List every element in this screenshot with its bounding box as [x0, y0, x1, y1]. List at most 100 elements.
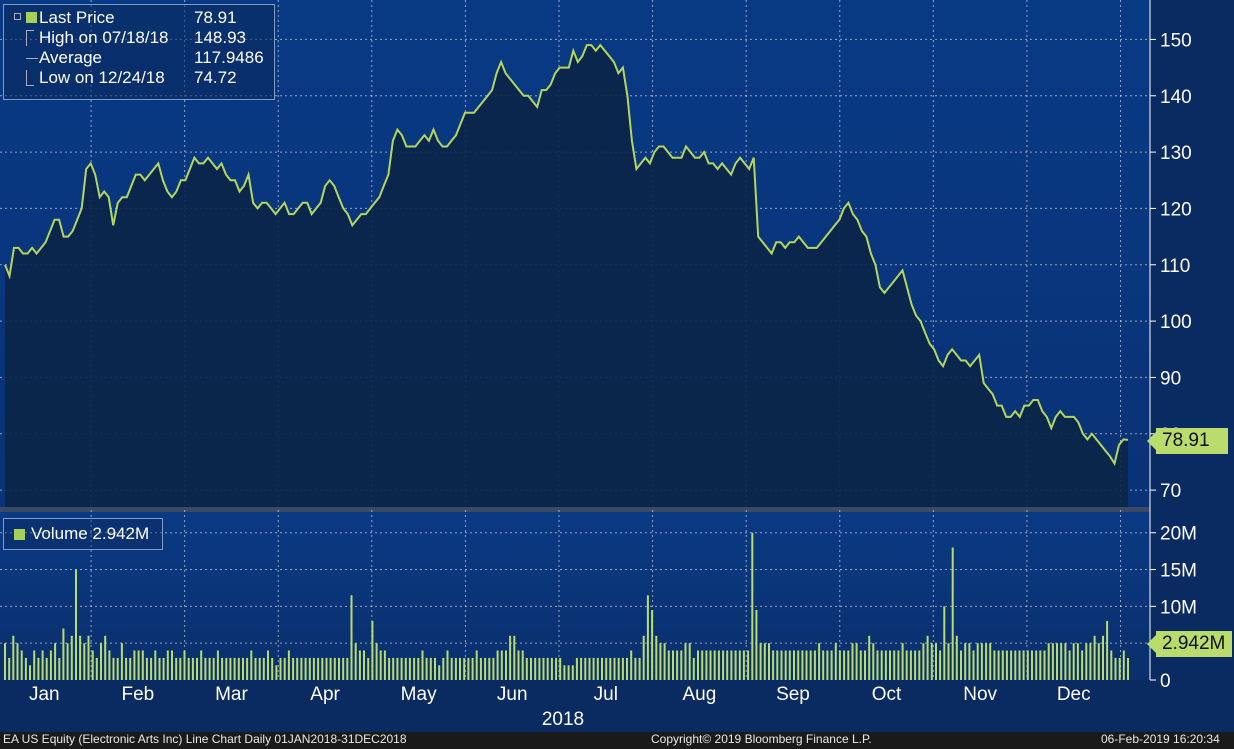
volume-bar — [1085, 643, 1088, 680]
volume-bar — [8, 657, 11, 680]
y-tick-label: 120 — [1160, 199, 1192, 220]
volume-bar — [964, 643, 967, 680]
volume-bar — [555, 657, 558, 680]
volume-bar — [254, 657, 257, 680]
volume-bar — [747, 650, 750, 680]
collapse-icon[interactable] — [14, 13, 21, 20]
volume-bar — [329, 657, 332, 680]
volume-bar — [972, 650, 975, 680]
volume-bar — [1093, 635, 1096, 680]
volume-bar — [346, 657, 349, 680]
volume-bar — [947, 643, 950, 680]
volume-bar — [208, 657, 211, 680]
last-price-tag: 78.91 — [1147, 428, 1228, 454]
volume-bar — [62, 628, 65, 680]
volume-bar — [897, 650, 900, 680]
high-label: High on 07/18/18 — [39, 28, 169, 47]
volume-bar — [29, 665, 31, 680]
volume-bar — [396, 657, 399, 680]
volume-bar — [901, 643, 904, 680]
volume-bar — [150, 657, 153, 680]
volume-bar — [87, 635, 90, 680]
volume-bar — [133, 650, 136, 680]
volume-bar — [171, 650, 173, 680]
volume-bar — [1097, 643, 1100, 680]
volume-bar — [54, 643, 57, 680]
volume-bar — [100, 643, 102, 680]
volume-bar — [237, 657, 240, 680]
legend-square-icon — [26, 12, 37, 23]
volume-bar — [325, 657, 328, 680]
volume-bar — [79, 635, 82, 680]
volume-bar — [505, 650, 507, 680]
x-tick-label: Oct — [872, 684, 902, 705]
volume-bar — [20, 650, 23, 680]
volume-bar — [672, 650, 674, 680]
volume-bar — [242, 657, 244, 680]
volume-bar — [262, 657, 265, 680]
volume-bar — [530, 657, 532, 680]
volume-tick-label: 10M — [1160, 597, 1197, 618]
volume-bar — [166, 650, 169, 680]
volume-bar — [630, 650, 633, 680]
volume-bar — [229, 657, 232, 680]
volume-bar — [471, 657, 474, 680]
volume-bar — [751, 532, 754, 680]
volume-bar — [713, 650, 716, 680]
volume-tick-label: 15M — [1160, 561, 1197, 582]
volume-bar — [1047, 643, 1050, 680]
volume-bar — [24, 657, 27, 680]
volume-bar — [1118, 657, 1121, 680]
bottom-axis-bg — [0, 680, 1234, 732]
volume-bar — [175, 657, 178, 680]
volume-bar — [1010, 650, 1013, 680]
last-price-value: 78.91 — [194, 8, 237, 27]
volume-bar — [342, 657, 345, 680]
volume-bar — [701, 650, 704, 680]
volume-bar — [191, 657, 194, 680]
high-value: 148.93 — [194, 28, 246, 47]
volume-bar — [33, 650, 36, 680]
volume-bar — [1102, 635, 1104, 680]
volume-bar — [225, 657, 228, 680]
volume-bar — [66, 643, 69, 680]
volume-legend: Volume 2.942M — [3, 518, 163, 550]
volume-bar — [638, 657, 641, 680]
volume-bar — [187, 657, 190, 680]
volume-bar — [667, 650, 670, 680]
volume-bar — [914, 650, 917, 680]
volume-bar — [417, 657, 420, 680]
volume-bar — [12, 635, 15, 680]
volume-bar — [772, 650, 775, 680]
volume-bar — [58, 657, 61, 680]
volume-bar — [216, 650, 219, 680]
volume-bar — [308, 657, 311, 680]
volume-bar — [563, 665, 566, 680]
volume-bar — [884, 650, 887, 680]
volume-bar — [918, 650, 921, 680]
volume-bar — [479, 657, 482, 680]
volume-bar — [116, 657, 119, 680]
volume-bar — [993, 650, 996, 680]
volume-bar — [354, 643, 357, 680]
volume-bar — [250, 650, 253, 680]
volume-bar — [317, 657, 320, 680]
volume-bar — [212, 657, 215, 680]
volume-bar — [859, 650, 862, 680]
volume-bar — [976, 643, 979, 680]
volume-bar — [676, 650, 679, 680]
volume-bar — [1056, 643, 1058, 680]
volume-bar — [680, 650, 683, 680]
volume-bar — [333, 657, 336, 680]
volume-bar — [1081, 650, 1084, 680]
volume-bar — [1114, 657, 1117, 680]
volume-bar — [496, 650, 499, 680]
volume-bar — [363, 650, 365, 680]
volume-bar — [459, 657, 461, 680]
volume-bar — [542, 657, 545, 680]
low-marker-icon — [26, 70, 34, 86]
y-tick-label: 130 — [1160, 143, 1192, 164]
volume-bar — [847, 650, 850, 680]
volume-bar — [129, 657, 132, 680]
volume-bar — [726, 650, 729, 680]
